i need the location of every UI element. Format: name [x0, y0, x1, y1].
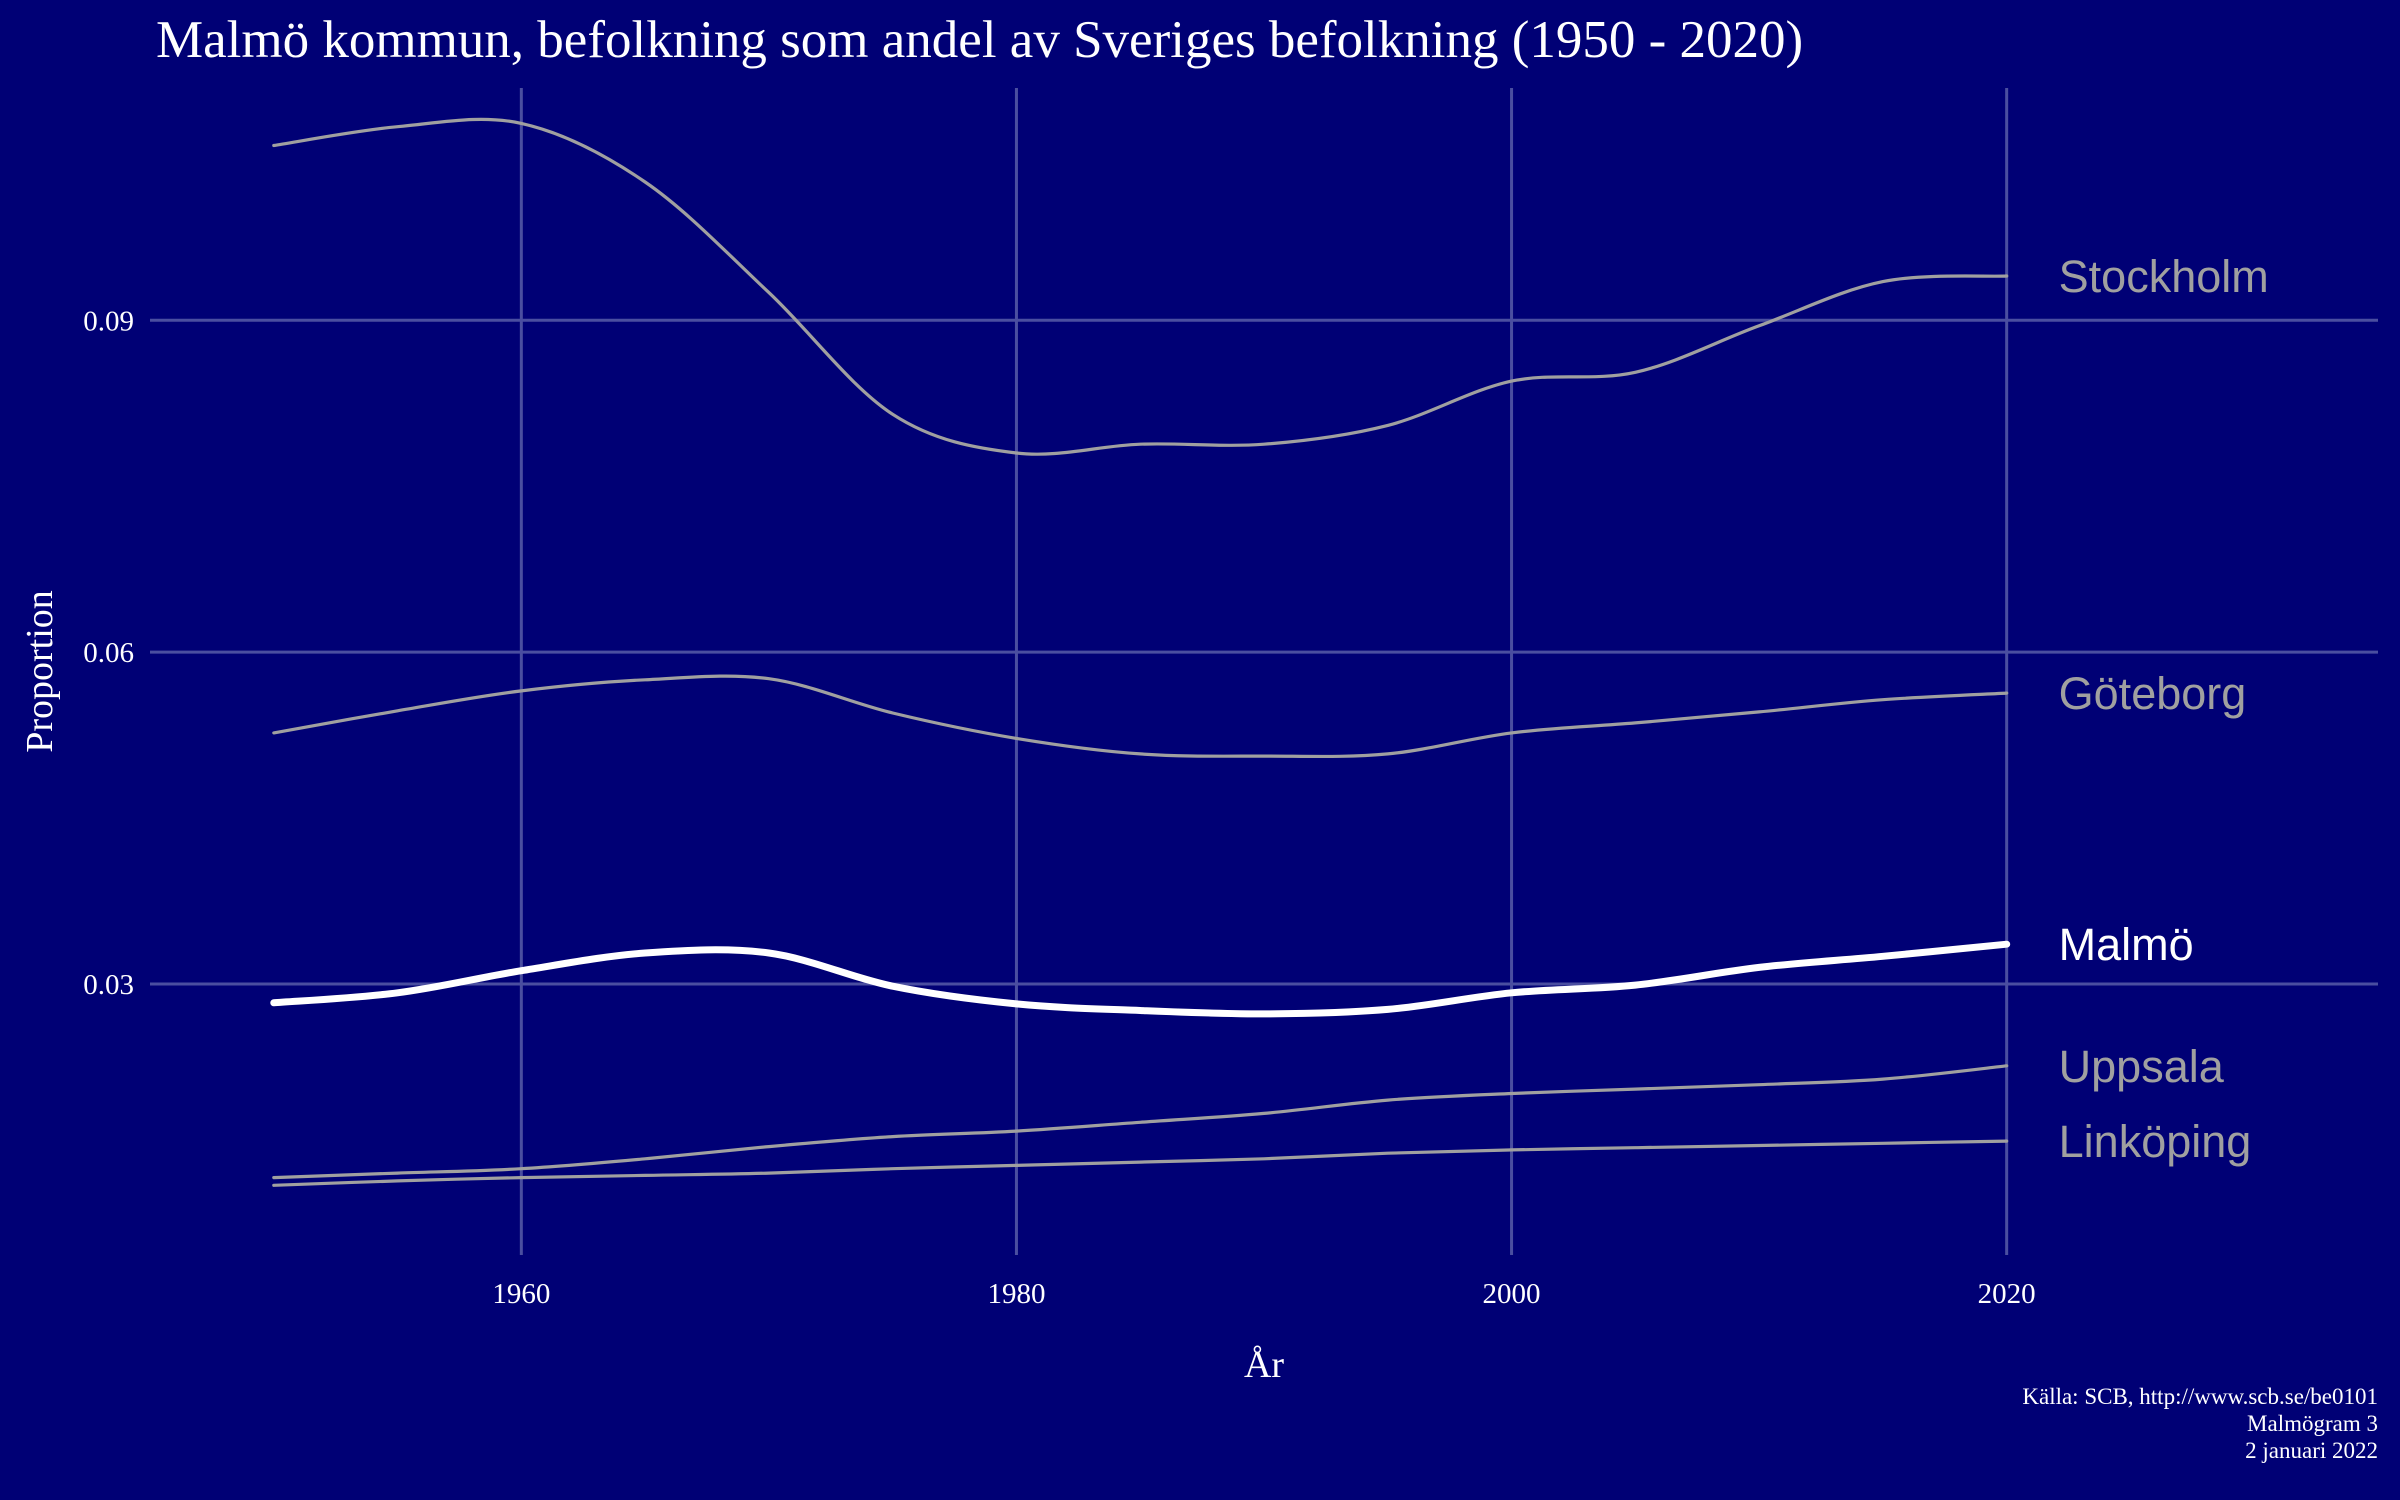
x-tick-label: 1980: [987, 1278, 1045, 1310]
y-tick-label: 0.06: [83, 637, 134, 669]
caption-series: Malmögram 3: [2247, 1411, 2378, 1436]
series-line-link-ping: [272, 1139, 2009, 1187]
x-tick-label: 2000: [1483, 1278, 1541, 1310]
x-tick-label: 2020: [1978, 1278, 2036, 1310]
y-axis-title: Proportion: [19, 590, 61, 753]
series-label-link-ping: Linköping: [2059, 1116, 2252, 1167]
series-label-malm-: Malmö: [2059, 919, 2194, 970]
x-tick-label: 1960: [492, 1278, 550, 1310]
series-label-g-teborg: Göteborg: [2059, 668, 2247, 719]
y-tick-label: 0.03: [83, 969, 134, 1001]
caption-source: Källa: SCB, http://www.scb.se/be0101: [2022, 1384, 2378, 1409]
series-line-malm-: [270, 940, 2011, 1018]
series-line-g-teborg: [272, 674, 2009, 759]
x-axis-title: År: [1244, 1344, 1284, 1386]
series-line-stockholm: [272, 117, 2009, 456]
series-line-uppsala: [272, 1064, 2009, 1180]
series-label-uppsala: Uppsala: [2059, 1041, 2225, 1092]
series-label-stockholm: Stockholm: [2059, 251, 2269, 302]
chart-title: Malmö kommun, befolkning som andel av Sv…: [156, 11, 1804, 69]
caption-date: 2 januari 2022: [2245, 1438, 2378, 1463]
y-tick-label: 0.09: [83, 305, 134, 337]
caption: Källa: SCB, http://www.scb.se/be0101 Mal…: [2022, 1383, 2378, 1464]
